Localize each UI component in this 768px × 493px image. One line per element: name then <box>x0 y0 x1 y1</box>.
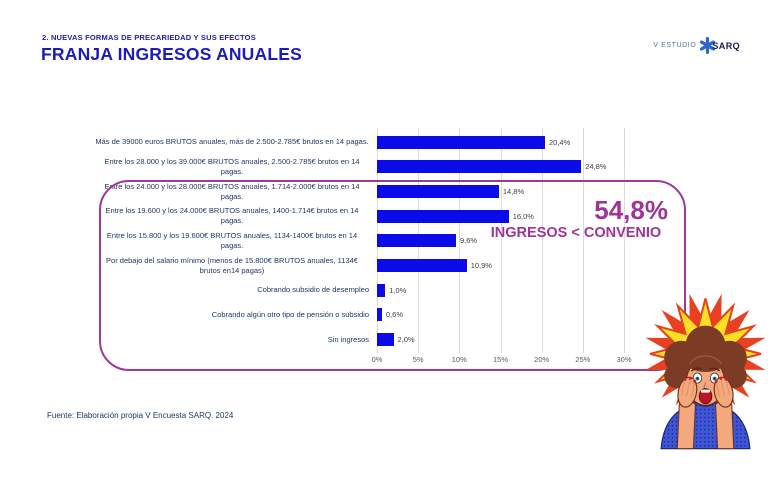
category-label: Cobrando algún otro tipo de pensión o su… <box>211 309 369 319</box>
mouth <box>698 388 713 405</box>
gridline <box>541 128 543 353</box>
chart-row: Cobrando algún otro tipo de pensión o su… <box>95 303 655 328</box>
bar-plot-cell: 9,6% <box>377 229 655 254</box>
torso <box>660 401 751 450</box>
chart-row: Entre los 28.000 y los 39.000€ BRUTOS an… <box>95 155 655 180</box>
bar <box>377 333 394 347</box>
bar-plot-cell: 14,8% <box>377 179 655 204</box>
annotation-caption: INGRESOS < CONVENIO <box>490 225 662 242</box>
bar-plot-cell: 24,8% <box>377 155 655 180</box>
value-label: 10,9% <box>470 261 492 271</box>
gridline <box>500 128 502 353</box>
value-label: 14,8% <box>502 187 525 197</box>
value-label: 16,0% <box>512 211 534 221</box>
bar-plot-cell: 1,0% <box>377 278 655 303</box>
x-tick-label: 5% <box>412 355 424 364</box>
logo-prefix-text: V ESTUDIO <box>653 42 697 49</box>
value-label: 1,0% <box>389 285 407 295</box>
x-tick-label: 15% <box>492 355 509 364</box>
bar <box>377 209 509 223</box>
page-title: FRANJA INGRESOS ANUALES <box>41 44 302 64</box>
bar-plot-cell: 16,0% <box>377 204 655 229</box>
right-forearm <box>715 400 735 450</box>
bar <box>377 234 456 248</box>
gridline <box>624 128 625 353</box>
annotation-block: 54,8% INGRESOS < CONVENIO <box>468 195 684 242</box>
bar <box>377 135 545 149</box>
bar-plot-cell: 10,9% <box>377 253 655 278</box>
bar-rows: Más de 39000 euros BRUTOS anuales, más d… <box>95 130 655 352</box>
category-label: Sin ingresos <box>327 334 369 344</box>
bar-plot-cell: 2,0% <box>377 327 655 352</box>
bar-plot-cell: 20,4% <box>377 130 655 155</box>
chart-row: Cobrando subsidio de desempleo 1,0% <box>95 278 655 303</box>
bar <box>377 308 382 322</box>
bar <box>377 185 499 199</box>
bar-plot-cell: 0,6% <box>377 303 655 328</box>
category-label: Por debajo del salario mínimo (menos de … <box>106 255 358 275</box>
chart-row: Entre los 24.000 y los 28.000€ BRUTOS an… <box>95 179 655 204</box>
value-label: 0,6% <box>385 310 403 320</box>
category-label: Entre los 15.800 y los 19.600€ BRUTOS an… <box>106 230 358 250</box>
chart-row: Más de 39000 euros BRUTOS anuales, más d… <box>95 130 655 155</box>
category-label: Entre los 24.000 y los 28.000€ BRUTOS an… <box>104 181 360 201</box>
section-kicker: 2. NUEVAS FORMAS DE PRECARIEDAD Y SUS EF… <box>42 33 256 42</box>
x-axis: 0% 5% 10% 15% 20% 25% 30% <box>372 355 632 367</box>
annotation-percentage: 54,8% <box>594 195 668 225</box>
chart-row: Entre los 19.600 y los 24.000€ BRUTOS an… <box>95 204 655 229</box>
x-tick-label: 10% <box>451 355 467 364</box>
category-label: Entre los 19.600 y los 24.000€ BRUTOS an… <box>105 206 359 226</box>
value-label: 2,0% <box>397 335 415 345</box>
left-hand <box>677 376 698 408</box>
source-note: Fuente: Elaboración propia V Encuesta SA… <box>47 411 234 420</box>
chart-row: Por debajo del salario mínimo (menos de … <box>95 253 655 278</box>
category-label: Más de 39000 euros BRUTOS anuales, más d… <box>95 137 369 147</box>
bar <box>377 283 386 297</box>
asterisk-star-icon <box>700 37 716 54</box>
x-tick-label: 0% <box>371 355 383 364</box>
brand-logo: V ESTUDIO SARQ <box>653 37 740 54</box>
bar <box>377 259 467 273</box>
right-hand <box>713 376 734 408</box>
gridline <box>459 128 461 353</box>
value-label: 9,6% <box>460 236 478 246</box>
value-label: 20,4% <box>549 137 571 147</box>
shocked-woman-popart-illustration <box>645 293 766 450</box>
value-label: 24,8% <box>585 162 607 172</box>
category-label: Cobrando subsidio de desempleo <box>257 285 369 295</box>
logo-brand-text: SARQ <box>712 40 740 51</box>
chart-row: Sin ingresos 2,0% <box>95 327 655 352</box>
eyebrows <box>690 367 721 372</box>
hair-fringe <box>685 349 726 373</box>
left-forearm <box>676 400 696 450</box>
x-tick-label: 30% <box>616 355 632 364</box>
category-label: Entre los 28.000 y los 39.000€ BRUTOS an… <box>104 156 360 176</box>
bar-chart: Más de 39000 euros BRUTOS anuales, más d… <box>95 128 655 373</box>
bar <box>377 160 582 174</box>
x-tick-label: 20% <box>534 355 550 364</box>
gridline <box>582 128 584 353</box>
x-tick-label: 25% <box>575 355 591 364</box>
chart-row: Entre los 15.800 y los 19.600€ BRUTOS an… <box>95 229 655 254</box>
